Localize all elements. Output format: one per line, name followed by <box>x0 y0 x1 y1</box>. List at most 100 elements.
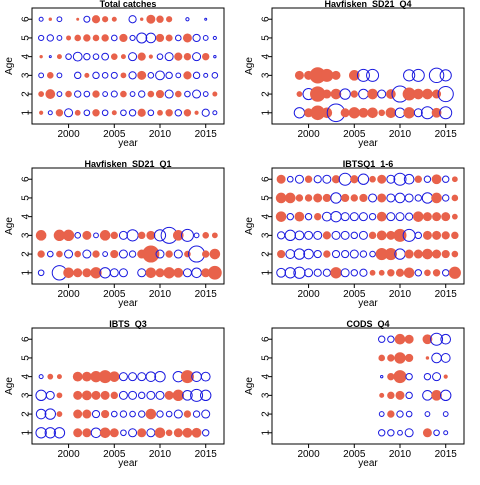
bubble-positive <box>387 391 395 400</box>
bubble-positive <box>432 249 442 259</box>
bubble-negative <box>65 53 72 60</box>
bubble-positive <box>82 409 92 419</box>
bubble-positive <box>377 174 387 184</box>
bubble-negative <box>200 389 212 402</box>
bubble-positive <box>451 176 458 183</box>
bubble-positive <box>322 231 331 240</box>
bubble-negative <box>442 194 450 202</box>
bubble-negative <box>440 333 452 345</box>
bubble-positive <box>412 211 424 222</box>
bubble-negative <box>120 109 127 117</box>
bubble-positive <box>284 192 296 204</box>
bubble-negative <box>83 109 91 117</box>
bubble-negative <box>155 390 165 400</box>
bubble-negative <box>423 175 432 183</box>
bubble-negative <box>38 16 44 22</box>
bubble-negative <box>128 109 137 117</box>
bubble-positive <box>394 352 406 364</box>
bubble-positive <box>358 107 369 118</box>
bubble-positive <box>202 232 210 239</box>
bubble-positive <box>384 247 397 261</box>
bubble-positive <box>35 230 47 241</box>
bubble-negative <box>92 53 100 60</box>
bubble-negative <box>128 71 137 80</box>
bubble-positive <box>275 192 287 204</box>
bubble-negative <box>155 249 165 259</box>
bubble-negative <box>174 109 182 117</box>
bubble-negative <box>378 411 385 417</box>
x-tick-label: 2005 <box>103 449 126 460</box>
bubble-negative <box>56 35 63 41</box>
bubble-negative <box>155 70 165 81</box>
bubble-positive <box>425 356 430 360</box>
bubble-negative <box>404 428 414 438</box>
bubble-negative <box>313 268 322 277</box>
bubble-positive <box>74 109 81 116</box>
bubble-positive <box>182 33 192 43</box>
y-tick-label: 5 <box>21 195 32 201</box>
bubble-negative <box>192 33 201 43</box>
y-tick-label: 2 <box>21 91 32 97</box>
bubble-positive <box>276 174 286 184</box>
bubble-negative <box>357 173 370 185</box>
bubble-negative <box>358 212 368 222</box>
bubble-negative <box>110 410 118 418</box>
bubble-positive <box>424 269 431 277</box>
bubble-negative <box>46 250 54 258</box>
x-tick-label: 2010 <box>149 129 172 140</box>
y-tick-label: 2 <box>261 251 272 257</box>
panel-4: IBTSQ1_1-6 2000 2005 2010 2015 1 2 3 4 5 6 year Age <box>244 159 465 309</box>
bubble-positive <box>39 54 43 59</box>
bubble-negative <box>101 109 109 117</box>
bubble-positive <box>73 428 83 438</box>
bubble-positive <box>110 53 118 60</box>
bubble-positive <box>367 88 378 100</box>
bubble-negative <box>147 109 155 117</box>
bubble-negative <box>359 268 368 277</box>
bubble-negative <box>405 372 413 381</box>
bubble-positive <box>156 15 164 23</box>
bubble-negative <box>304 268 314 278</box>
x-tick-label: 2015 <box>435 129 458 140</box>
bubble-negative <box>394 107 406 119</box>
bubble-positive <box>91 390 101 400</box>
bubble-positive <box>172 230 184 241</box>
y-axis-label: Age <box>244 217 255 235</box>
bubble-negative <box>202 429 210 437</box>
bubble-positive <box>183 410 192 418</box>
bubble-negative <box>175 72 182 79</box>
bubble-positive <box>212 91 218 97</box>
bubble-negative <box>442 175 450 183</box>
bubble-negative <box>340 268 350 278</box>
bubble-negative <box>422 390 433 401</box>
bubble-positive <box>191 427 202 438</box>
bubble-negative <box>386 193 396 203</box>
bubble-negative <box>110 71 118 79</box>
bubble-negative <box>397 429 403 436</box>
bubble-negative <box>443 430 449 436</box>
bubble-negative <box>369 250 376 258</box>
bubble-negative <box>48 55 52 59</box>
bubble-negative <box>322 174 332 184</box>
bubble-positive <box>376 230 387 241</box>
bubble-negative <box>330 210 342 223</box>
bubble-negative <box>394 192 406 204</box>
bubble-negative <box>145 371 157 382</box>
bubble-negative <box>313 249 322 259</box>
bubble-negative <box>118 268 128 278</box>
bubble-negative <box>129 410 136 418</box>
panel-title: Total catches <box>100 0 157 9</box>
bubble-negative <box>118 372 128 382</box>
bubble-negative <box>442 269 450 277</box>
bubble-positive <box>209 248 221 260</box>
bubble-positive <box>110 391 118 400</box>
y-tick-label: 3 <box>21 392 32 398</box>
bubble-positive <box>412 88 424 100</box>
plot-frame <box>31 327 225 445</box>
bubble-negative <box>102 251 109 257</box>
bubble-positive <box>110 249 119 259</box>
bubble-negative <box>119 410 128 418</box>
bubble-negative <box>38 374 44 380</box>
bubble-negative <box>396 410 404 418</box>
